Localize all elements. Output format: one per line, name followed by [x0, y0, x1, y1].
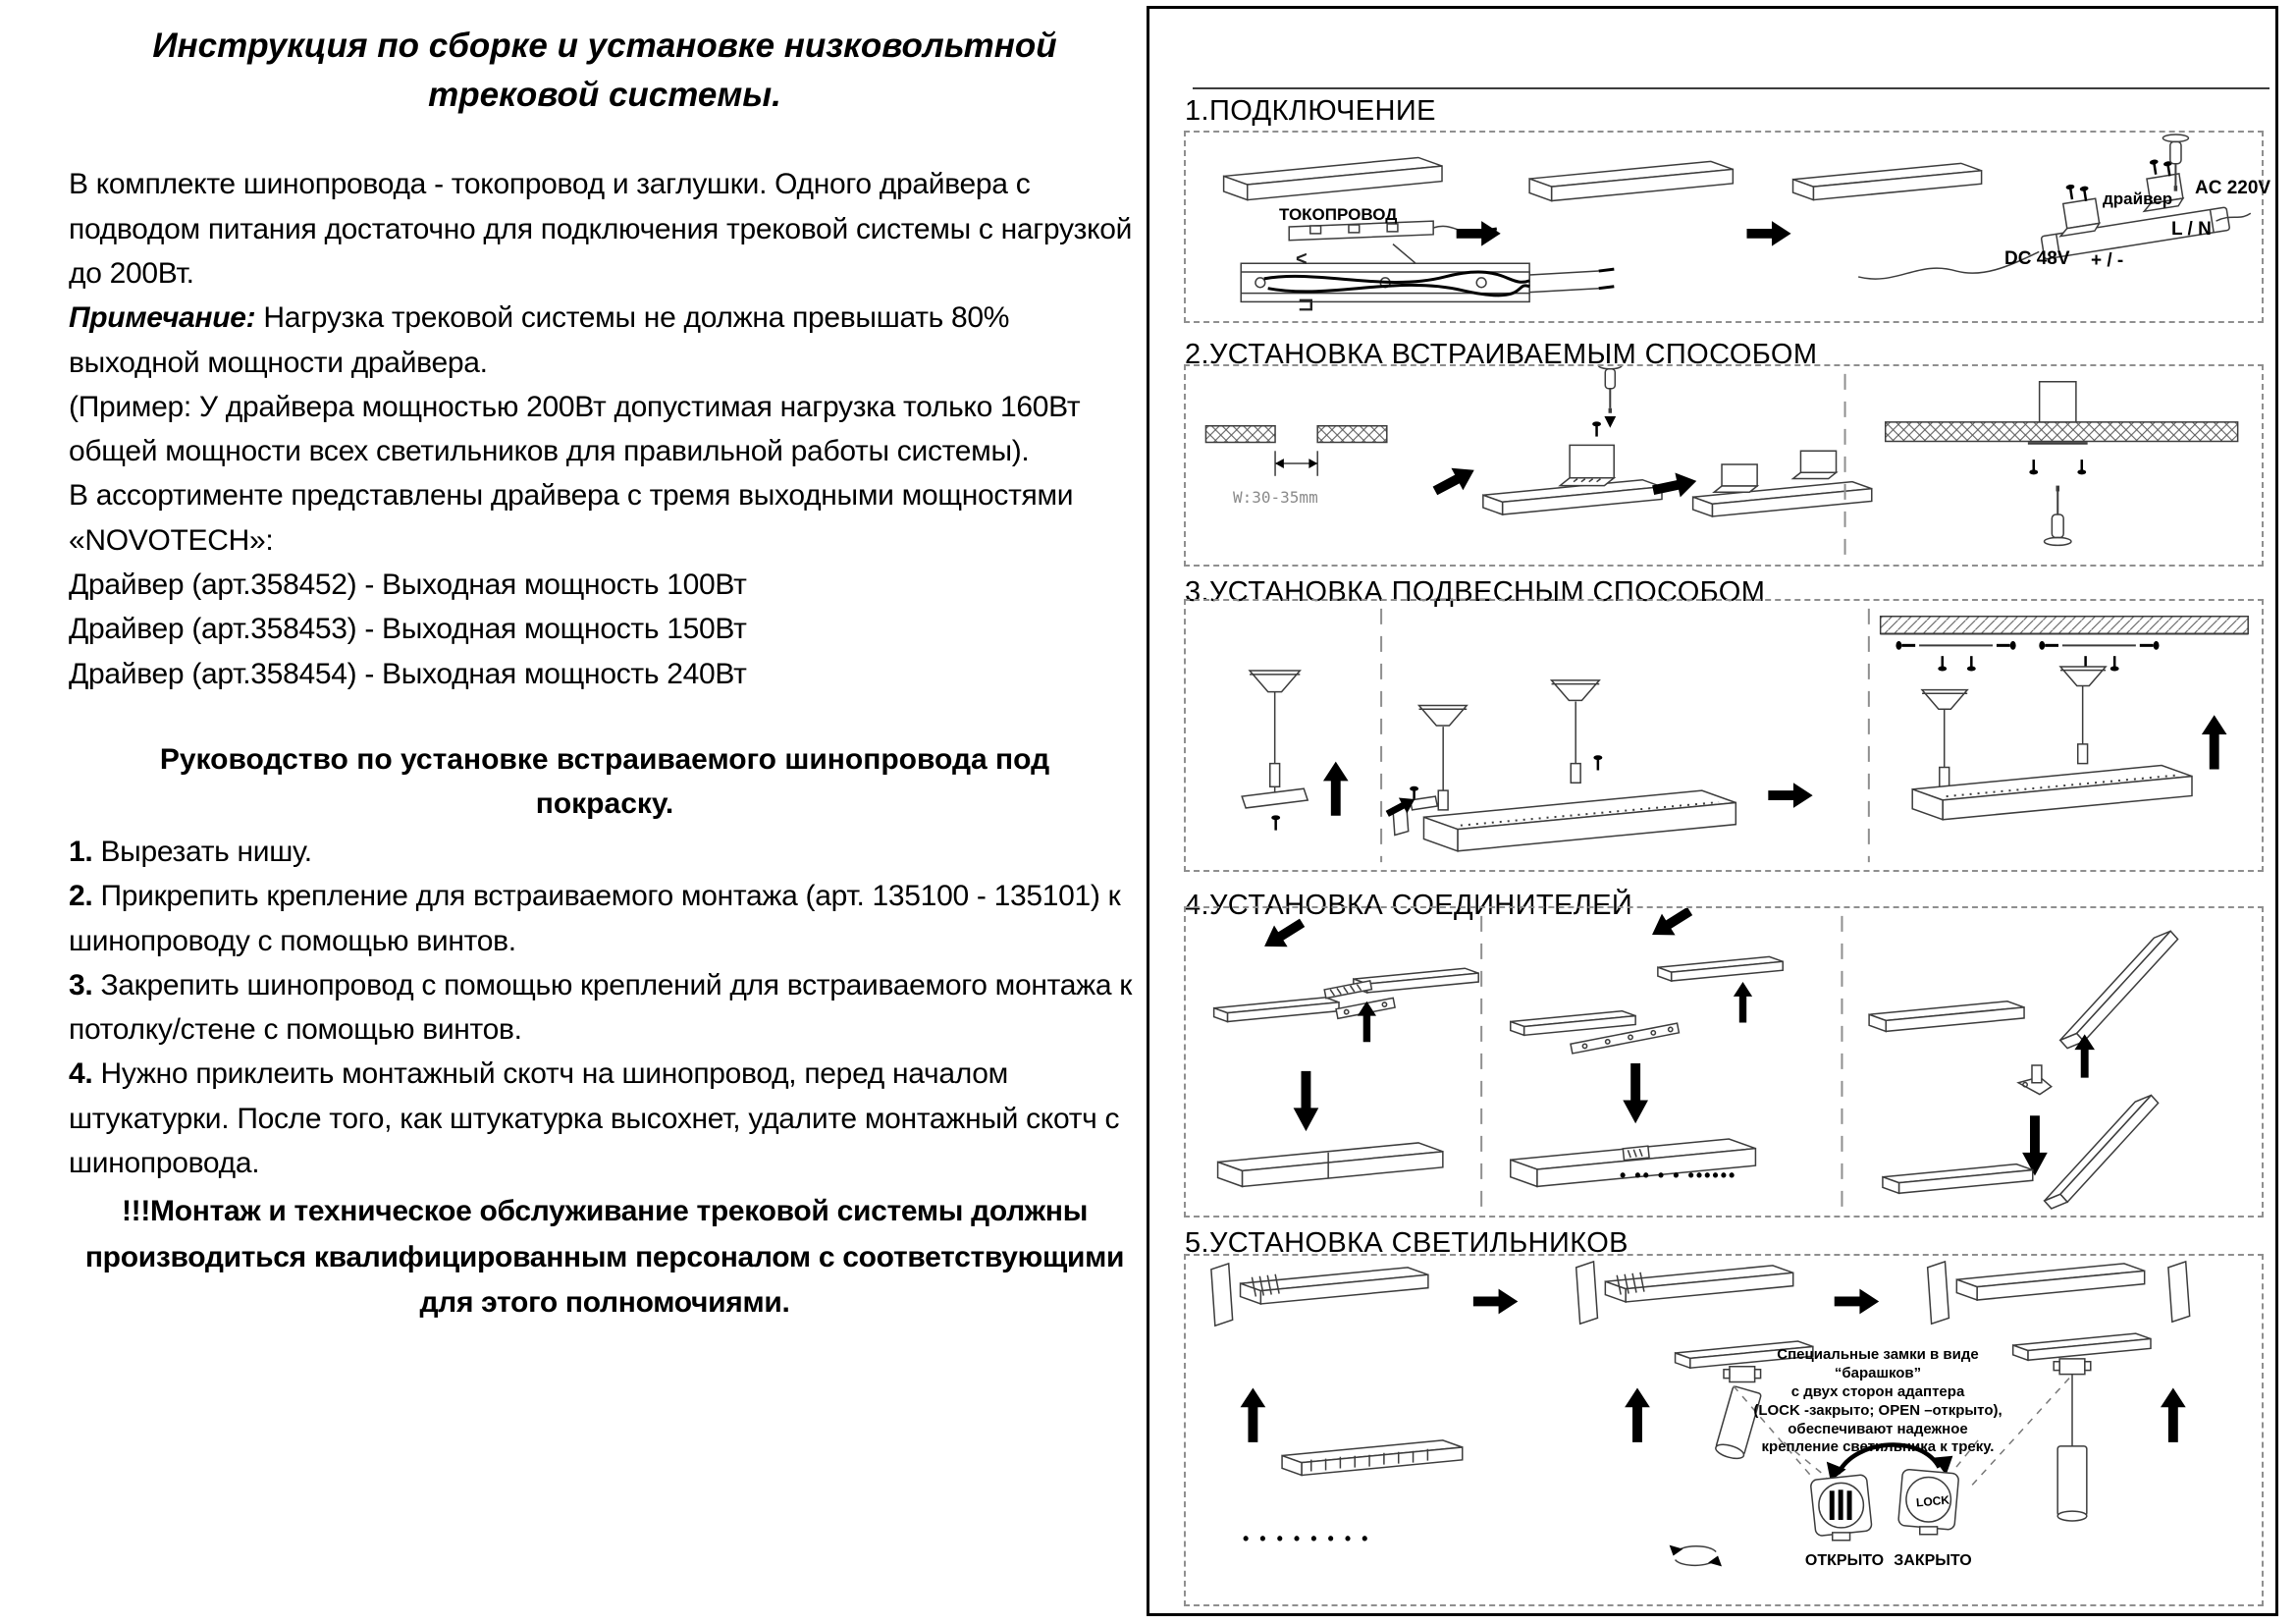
- power-feed-strip: [1289, 221, 1497, 241]
- note-label: Примечание:: [69, 301, 256, 335]
- suspended-assembled: [1881, 617, 2249, 821]
- note-text: Нагрузка трековой системы не должна прев…: [69, 301, 1010, 379]
- header-rule: [1193, 87, 2269, 89]
- feed-label: ТОКОПРОВОД: [1279, 205, 1398, 224]
- driver-line: Драйвер (арт.358453) - Выходная мощность…: [69, 613, 747, 646]
- driver-label: драйвер: [2103, 189, 2173, 208]
- pendant-track-exploded: [1383, 679, 1813, 852]
- diagram-connectors: [1213, 908, 2188, 1214]
- straight-connector: [1213, 911, 1479, 1188]
- wire-mark: <: [1296, 248, 1308, 270]
- step-2: 2. Прикрепить крепление для встраиваемог…: [69, 880, 1121, 957]
- pendant-lamp: [2012, 1332, 2152, 1521]
- ac-label: AC 220V: [2195, 178, 2271, 198]
- mount-clip: [1560, 445, 1614, 485]
- open-label: ОТКРЫТО: [1804, 1552, 1885, 1569]
- niche-dimension: [1275, 451, 1317, 475]
- section-4-box: • •• • • ••••••: [1184, 906, 2264, 1218]
- lock-detail: [1734, 1379, 2069, 1541]
- long-connector: [1510, 908, 1784, 1188]
- section-1-title: 1.ПОДКЛЮЧЕНИЕ: [1185, 95, 1436, 127]
- dots-row: • •• • • ••••••: [1620, 1165, 1737, 1185]
- guide-title: Руководство по установке встраиваемого ш…: [159, 742, 1050, 820]
- section-5-box: Специальные замки в виде “барашков” с дв…: [1184, 1254, 2264, 1606]
- track-closeup: [1241, 263, 1614, 301]
- dc-label: DC 48V: [2004, 248, 2070, 269]
- driver-unit: [2032, 133, 2251, 259]
- section-3-box: [1184, 599, 2264, 872]
- diagram-suspended-mounting: [1186, 601, 2262, 870]
- instruction-text-column: Инструкция по сборке и установке низково…: [69, 16, 1141, 1326]
- assortment-paragraph: В ассортименте представлены драйвера с т…: [69, 479, 1074, 557]
- section-2-box: W:30-35mm: [1184, 364, 2264, 567]
- diagram-connection: [1222, 133, 2262, 321]
- intro-paragraph: В комплекте шинопровода - токопровод и з…: [69, 168, 1133, 290]
- lock-note: Специальные замки в виде “барашков” с дв…: [1753, 1346, 2002, 1456]
- driver-line: Драйвер (арт.358454) - Выходная мощность…: [69, 657, 747, 690]
- niche-width-label: W:30-35mm: [1233, 488, 1318, 507]
- ceiling-cross-section: [1886, 382, 2238, 548]
- driver-line: Драйвер (арт.358452) - Выходная мощность…: [69, 568, 747, 602]
- diagram-luminaires: [1186, 1256, 2262, 1567]
- ln-label: L / N: [2171, 219, 2212, 240]
- spot-lamp: [1669, 1340, 1814, 1567]
- step-3: 3. Закрепить шинопровод с помощью крепле…: [69, 968, 1133, 1047]
- linear-lamp: [1281, 1439, 1464, 1477]
- lamp-insert-sequence: [1211, 1262, 2190, 1326]
- note-paragraph: Примечание: Нагрузка трековой системы не…: [69, 296, 1141, 385]
- section-5-title: 5.УСТАНОВКА СВЕТИЛЬНИКОВ: [1185, 1227, 1629, 1259]
- section-3-title: 3.УСТАНОВКА ПОДВЕСНЫМ СПОСОБОМ: [1185, 576, 1766, 608]
- example-paragraph: (Пример: У драйвера мощностью 200Вт допу…: [69, 390, 1081, 468]
- closed-label: ЗАКРЫТО: [1894, 1552, 1972, 1569]
- dots-row: • • • • • • • •: [1243, 1529, 1371, 1548]
- document-title: Инструкция по сборке и установке низково…: [152, 27, 1057, 114]
- step-4: 4. Нужно приклеить монтажный скотч на ши…: [69, 1057, 1120, 1180]
- section-1-box: ТОКОПРОВОД < ⊐ драйвер AC 220V L / N DC …: [1184, 131, 2270, 323]
- pendant-kit: [1242, 670, 1308, 832]
- polarity-label: + / -: [2091, 250, 2124, 271]
- warning-text: !!!Монтаж и техническое обслуживание тре…: [84, 1195, 1125, 1320]
- section-4-title: 4.УСТАНОВКА СОЕДИНИТЕЛЕЙ: [1185, 890, 1633, 921]
- corner-connector: [1868, 926, 2188, 1214]
- diagram-panel: 1.ПОДКЛЮЧЕНИЕ: [1147, 6, 2278, 1616]
- diagram-recessed-mounting: [1186, 366, 2262, 565]
- wire-mark: ⊐: [1298, 294, 1314, 315]
- step-1: 1. Вырезать нишу.: [69, 835, 312, 868]
